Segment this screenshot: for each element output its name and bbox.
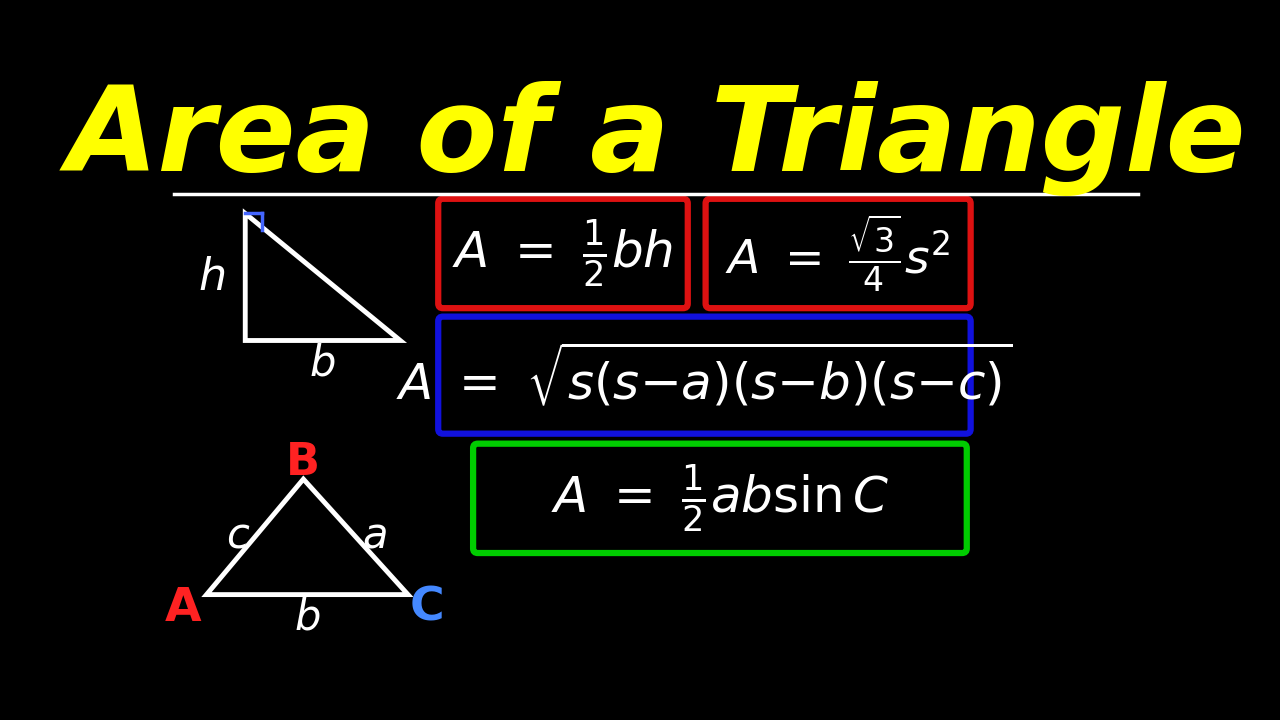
Text: b: b xyxy=(294,597,320,639)
Text: B: B xyxy=(287,441,320,484)
Text: $A\ =\ \sqrt{s(s{-}a)(s{-}b)(s{-}c)}$: $A\ =\ \sqrt{s(s{-}a)(s{-}b)(s{-}c)}$ xyxy=(397,341,1012,410)
Text: b: b xyxy=(310,343,335,384)
Text: Area of a Triangle: Area of a Triangle xyxy=(67,81,1245,197)
Text: h: h xyxy=(198,256,227,299)
Text: a: a xyxy=(362,516,388,558)
Text: c: c xyxy=(227,516,248,558)
Text: A: A xyxy=(165,586,201,631)
Text: $A\ =\ \frac{\sqrt{3}}{4}s^2$: $A\ =\ \frac{\sqrt{3}}{4}s^2$ xyxy=(726,212,951,294)
Text: C: C xyxy=(410,586,444,631)
Text: $A\ =\ \frac{1}{2}ab\sin C$: $A\ =\ \frac{1}{2}ab\sin C$ xyxy=(550,462,890,534)
Text: $A\ =\ \frac{1}{2}bh$: $A\ =\ \frac{1}{2}bh$ xyxy=(452,217,673,289)
